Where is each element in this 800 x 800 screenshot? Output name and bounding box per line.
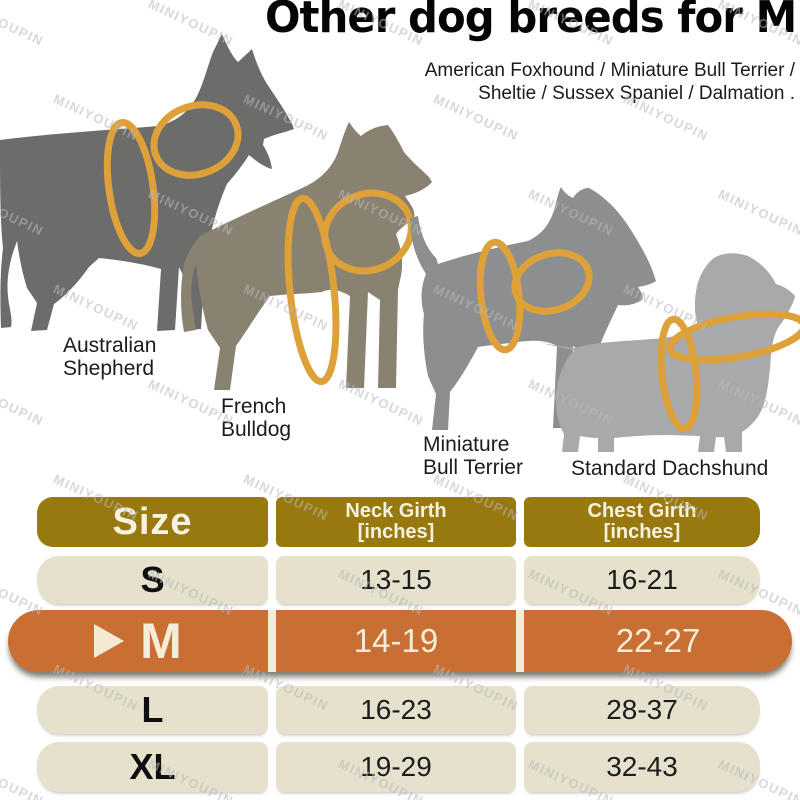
column-divider	[268, 686, 276, 734]
header-text: Chest Girth	[587, 500, 697, 522]
label-line: Bulldog	[221, 417, 292, 441]
size-cell: XL	[37, 742, 268, 792]
size-row-m-highlighted: M 14-19 22-27	[8, 610, 792, 672]
page-title: Other dog breeds for M	[264, 0, 797, 43]
dog-silhouette-standard-dachshund	[540, 253, 795, 452]
chest-girth-cell: 32-43	[524, 742, 760, 792]
neck-girth-ring-icon	[666, 310, 800, 364]
subtitle-line2: Sheltie / Sussex Spaniel / Dalmation .	[478, 83, 795, 104]
chest-girth-ring-icon	[657, 315, 701, 433]
header-text: Neck Girth	[345, 500, 447, 522]
chest-girth-ring-icon	[103, 119, 159, 257]
subtitle-line1: American Foxhound / Miniature Bull Terri…	[424, 60, 795, 81]
label-line: Miniature	[423, 433, 510, 456]
label-line: French	[221, 395, 287, 418]
chest-girth-cell: 22-27	[615, 622, 701, 659]
chest-girth-cell: 16-21	[524, 556, 760, 604]
column-divider	[268, 497, 276, 547]
subtitle: American Foxhound / Miniature Bull Terri…	[425, 59, 795, 105]
neck-girth-cell: 16-23	[276, 686, 516, 734]
chest-girth-ring-icon	[284, 194, 340, 386]
size-cell: L	[37, 686, 268, 734]
size-table-header-row: Size Neck Girth [inches] Chest Girth [in…	[37, 497, 760, 547]
size-cell: S	[37, 556, 268, 604]
label-miniature-bull-terrier: Miniature Bull Terrier	[423, 433, 523, 479]
column-divider	[516, 556, 524, 604]
neck-girth-cell: 13-15	[276, 556, 516, 604]
label-line: Standard Dachshund	[571, 457, 769, 480]
label-standard-dachshund: Standard Dachshund	[571, 457, 769, 481]
column-divider	[268, 742, 276, 792]
header-text: [inches]	[357, 521, 435, 543]
size-row-l: L 16-23 28-37	[37, 686, 760, 734]
size-letter-text: M	[140, 613, 182, 669]
neck-girth-ring-icon	[321, 189, 415, 275]
label-french-bulldog: French Bulldog	[221, 395, 292, 441]
header-text: [inches]	[603, 521, 681, 543]
size-row-xl: XL 19-29 32-43	[37, 742, 760, 792]
neck-girth-cell: 19-29	[276, 742, 516, 792]
label-line: Australian	[63, 334, 157, 357]
column-divider	[268, 556, 276, 604]
size-row-s: S 13-15 16-21	[37, 556, 760, 604]
label-line: Shepherd	[63, 356, 155, 380]
column-divider	[516, 686, 524, 734]
size-cell: M	[8, 610, 268, 672]
neck-girth-ring-icon	[511, 249, 593, 315]
chest-girth-cell: 28-37	[524, 686, 760, 734]
header-cell-size: Size	[37, 497, 268, 547]
dog-illustration-svg	[0, 34, 800, 452]
column-divider	[516, 497, 524, 547]
column-divider	[516, 610, 524, 672]
label-line: Bull Terrier	[423, 455, 523, 479]
header-cell-neck-girth: Neck Girth [inches]	[276, 497, 516, 547]
neck-girth-cell: 14-19	[353, 622, 439, 659]
neck-girth-ring-icon	[150, 101, 242, 179]
dog-silhouette-french-bulldog	[181, 122, 432, 390]
selected-size-arrow-icon	[94, 624, 125, 658]
column-divider	[268, 610, 276, 672]
header-cell-chest-girth: Chest Girth [inches]	[524, 497, 760, 547]
label-australian-shepherd: Australian Shepherd	[63, 334, 157, 380]
column-divider	[516, 742, 524, 792]
